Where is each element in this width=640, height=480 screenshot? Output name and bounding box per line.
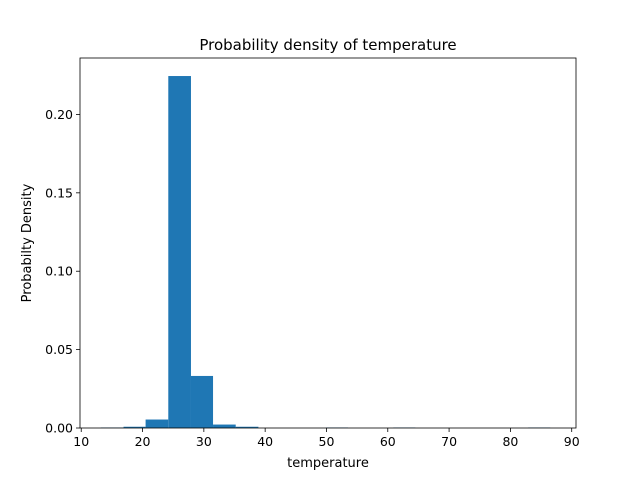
- histogram-bar: [235, 426, 259, 428]
- x-tick-label: 90: [564, 434, 580, 449]
- histogram-bar: [123, 426, 146, 428]
- bars-group: [100, 76, 551, 428]
- y-tick-label: 0.20: [45, 107, 73, 122]
- y-tick-label: 0.00: [45, 421, 73, 436]
- x-axis-ticks: 10 20 30 40 50 60 70 80 90: [73, 428, 580, 449]
- x-axis-label: temperature: [287, 456, 369, 471]
- plot-frame: [79, 57, 577, 429]
- x-tick-label: 20: [135, 434, 151, 449]
- y-axis-ticks: 0.00 0.05 0.10 0.15 0.20: [45, 107, 80, 436]
- histogram-bar: [145, 419, 169, 428]
- y-tick-label: 0.05: [45, 342, 73, 357]
- chart-title: Probability density of temperature: [199, 36, 456, 54]
- x-tick-label: 30: [196, 434, 212, 449]
- histogram-bar: [190, 375, 214, 428]
- histogram-bar: [213, 424, 236, 428]
- x-tick-label: 50: [319, 434, 335, 449]
- y-tick-label: 0.15: [45, 185, 73, 200]
- x-tick-label: 40: [257, 434, 273, 449]
- histogram-bar: [168, 76, 191, 428]
- x-tick-label: 70: [441, 434, 457, 449]
- x-tick-label: 10: [73, 434, 89, 449]
- x-tick-label: 80: [502, 434, 518, 449]
- y-axis-label: Probabilty Density: [20, 183, 35, 302]
- y-tick-label: 0.10: [45, 264, 73, 279]
- x-tick-label: 60: [380, 434, 396, 449]
